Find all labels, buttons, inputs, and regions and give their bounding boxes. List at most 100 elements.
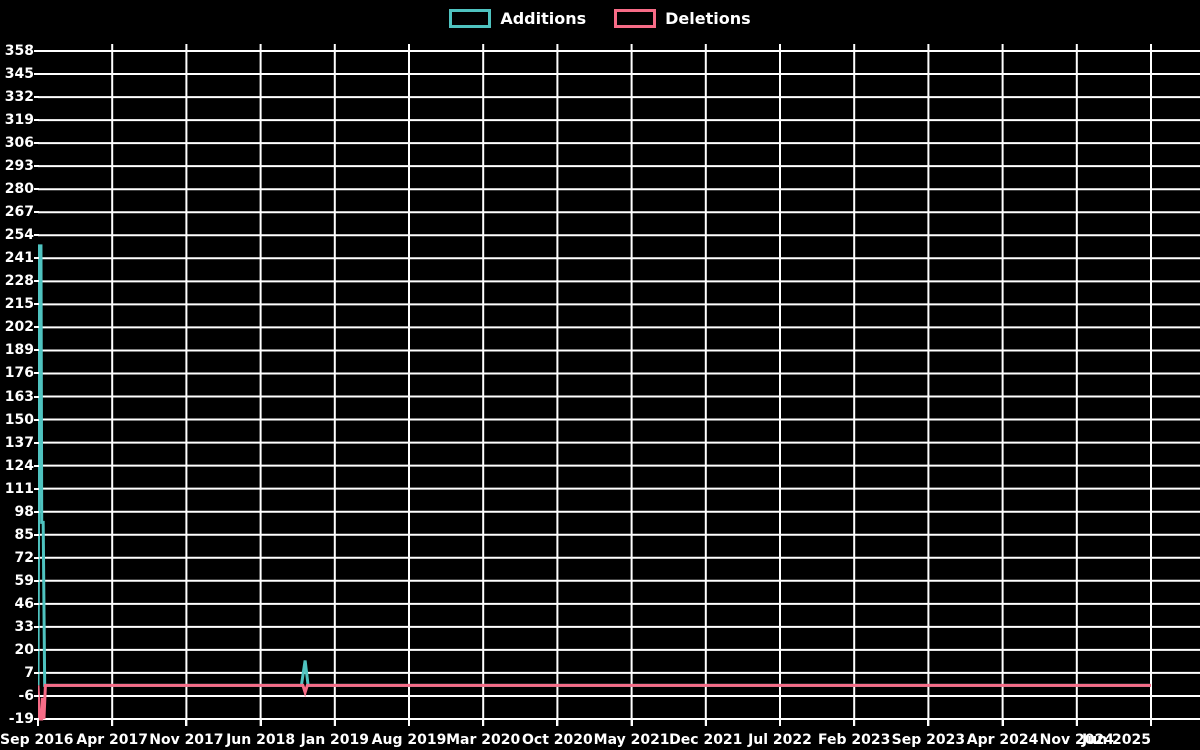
y-tick-mark	[34, 648, 39, 651]
y-tick-mark	[34, 188, 39, 191]
x-tick-mark	[1075, 719, 1078, 726]
y-tick-label: 98	[14, 503, 34, 520]
y-tick-label: 293	[4, 158, 34, 175]
y-tick-mark	[34, 165, 39, 168]
x-tick-mark	[408, 719, 410, 726]
y-tick-mark	[34, 73, 39, 76]
y-tick-mark	[34, 671, 39, 674]
x-tick-mark	[333, 719, 336, 726]
y-axis: 358 345 332 319 306 293 280 267 254 241 228 215 202 1…	[0, 0, 39, 750]
x-tick-label: Nov 2024	[1039, 732, 1114, 748]
y-tick-label: 85	[14, 526, 34, 543]
x-tick-mark	[704, 719, 707, 726]
x-tick-mark	[927, 719, 930, 726]
x-tick-mark	[556, 719, 559, 726]
x-tick-mark	[1150, 719, 1152, 726]
y-tick-label: 215	[4, 296, 34, 313]
series-layer	[38, 244, 1151, 721]
y-tick-mark	[34, 625, 39, 628]
y-tick-mark	[34, 326, 39, 329]
x-tick-label: Feb 2023	[818, 732, 891, 748]
x-tick-label: May 2021	[593, 732, 670, 748]
y-tick-mark	[34, 556, 39, 559]
legend-entry-additions[interactable]: Additions	[449, 8, 587, 28]
y-tick-label: 7	[24, 664, 34, 681]
x-tick-label: Nov 2017	[149, 732, 224, 748]
y-tick-mark	[34, 303, 39, 306]
plot-area	[38, 44, 1200, 726]
y-tick-label: 345	[4, 66, 34, 83]
x-tick-mark	[630, 719, 633, 726]
x-tick-label: Jan 2019	[300, 732, 370, 748]
y-tick-mark	[34, 119, 39, 122]
x-tick-mark	[259, 719, 262, 726]
x-tick-label: Jun 2025	[1082, 732, 1151, 748]
y-tick-mark	[34, 441, 39, 444]
vertical-gridlines	[111, 44, 1152, 726]
y-tick-mark	[34, 718, 39, 720]
y-tick-label: 111	[4, 480, 34, 497]
x-tick-label: Sep 2016	[0, 732, 74, 748]
legend-swatch-additions	[449, 8, 492, 28]
y-tick-label: 124	[4, 457, 34, 474]
x-tick-label: Mar 2020	[446, 732, 521, 748]
y-tick-mark	[34, 418, 39, 421]
y-tick-label: 254	[4, 227, 34, 244]
y-tick-label: 150	[4, 411, 34, 428]
chart-legend: Additions Deletions	[0, 0, 1200, 36]
series-line-additions	[38, 244, 1151, 687]
y-tick-label: 280	[4, 181, 34, 198]
y-tick-mark	[34, 257, 39, 260]
y-tick-mark	[34, 349, 39, 352]
y-tick-label: 241	[4, 250, 34, 267]
legend-swatch-deletions	[614, 8, 657, 28]
legend-label-deletions: Deletions	[665, 8, 751, 28]
y-tick-mark	[34, 395, 39, 398]
y-tick-mark	[34, 211, 39, 214]
y-tick-label: 267	[4, 204, 34, 221]
x-tick-label: Aug 2019	[371, 732, 447, 748]
x-tick-label: Oct 2020	[522, 732, 593, 748]
y-tick-label: 33	[14, 618, 34, 635]
y-tick-label: 72	[14, 549, 34, 566]
y-tick-label: -19	[8, 711, 34, 727]
y-tick-mark	[34, 142, 39, 145]
y-tick-mark	[34, 533, 39, 536]
x-tick-label: Dec 2021	[669, 732, 743, 748]
x-tick-mark	[1001, 719, 1004, 726]
y-tick-label: 176	[4, 365, 34, 382]
x-tick-mark	[37, 719, 39, 726]
y-tick-mark	[34, 510, 39, 513]
series-line-deletions	[38, 683, 1151, 721]
y-tick-label: 163	[4, 388, 34, 405]
x-tick-mark	[853, 719, 856, 726]
y-tick-label: 319	[4, 112, 34, 129]
y-tick-mark	[34, 602, 39, 605]
y-tick-label: 306	[4, 135, 34, 152]
y-tick-label: 228	[4, 273, 34, 290]
x-tick-label: Jun 2018	[226, 732, 296, 748]
y-tick-mark	[34, 96, 39, 99]
x-tick-label: Apr 2024	[966, 732, 1039, 748]
x-tick-label: Jul 2022	[748, 732, 812, 748]
x-tick-mark	[111, 719, 114, 726]
y-tick-label: 46	[14, 595, 34, 612]
y-tick-label: 137	[4, 434, 34, 451]
y-tick-mark	[34, 234, 39, 237]
y-tick-mark	[34, 487, 39, 490]
y-tick-label: 202	[4, 319, 34, 336]
y-tick-label: 358	[4, 43, 34, 59]
legend-entry-deletions[interactable]: Deletions	[614, 8, 751, 28]
y-tick-mark	[34, 464, 39, 467]
y-tick-mark	[34, 280, 39, 283]
y-tick-mark	[34, 50, 39, 52]
horizontal-gridlines	[38, 50, 1200, 720]
x-tick-mark	[482, 719, 485, 726]
y-tick-label: 20	[14, 641, 34, 658]
y-tick-label: -6	[18, 687, 34, 704]
y-tick-label: 59	[14, 572, 34, 589]
x-tick-mark	[779, 719, 781, 726]
y-tick-mark	[34, 694, 39, 697]
legend-label-additions: Additions	[500, 8, 587, 28]
y-tick-mark	[34, 579, 39, 582]
